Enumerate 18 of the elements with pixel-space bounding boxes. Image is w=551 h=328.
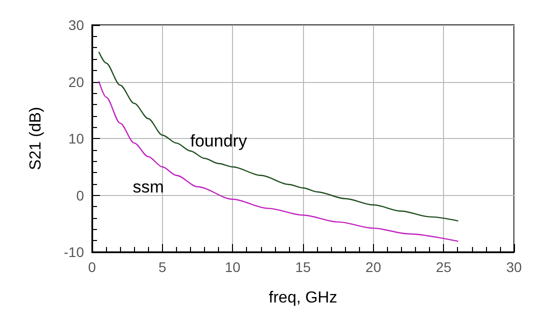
x-tick-label: 5 xyxy=(158,259,166,275)
y-tick-label: 30 xyxy=(68,17,84,33)
y-tick-label: -10 xyxy=(64,244,84,260)
line-series xyxy=(98,81,458,242)
x-tick-label: 0 xyxy=(88,259,96,275)
x-tick-label: 15 xyxy=(295,259,311,275)
x-axis-title: freq, GHz xyxy=(268,290,338,306)
y-tick-label: 20 xyxy=(68,74,84,90)
y-tick-label: 0 xyxy=(76,187,84,204)
line-series xyxy=(98,52,458,222)
x-tick-label: 30 xyxy=(506,259,522,275)
y-axis-title: S21 (dB) xyxy=(28,106,44,170)
series-label: ssm xyxy=(132,178,164,197)
y-tick-label: 10 xyxy=(68,130,84,146)
x-tick-label: 10 xyxy=(224,259,241,275)
x-tick-label: 25 xyxy=(436,259,452,275)
series-label: foundry xyxy=(190,131,248,150)
x-tick-label: 20 xyxy=(366,259,382,275)
